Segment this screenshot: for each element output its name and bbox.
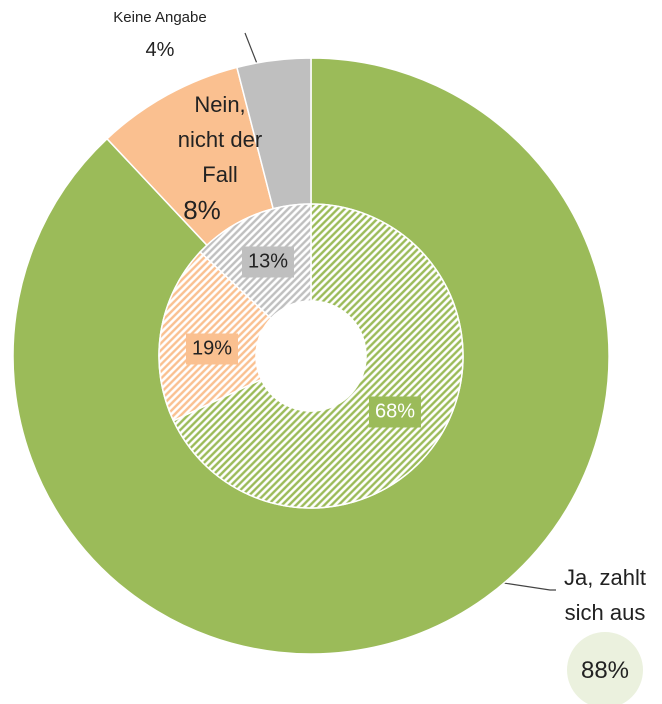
slice <box>172 203 464 509</box>
value-label: 13% <box>241 246 295 278</box>
value-label-bg <box>567 632 643 704</box>
category-label: Ja, zahlt sich aus <box>564 565 646 625</box>
value-label: 88% <box>580 657 630 684</box>
value-label: 4% <box>145 39 175 61</box>
category-label: Nein, nicht der Fall <box>177 92 263 187</box>
value-label: 68% <box>368 396 422 428</box>
value-label: 19% <box>185 333 239 365</box>
value-label: 8% <box>183 195 221 225</box>
category-label: Keine Angabe <box>113 9 207 26</box>
